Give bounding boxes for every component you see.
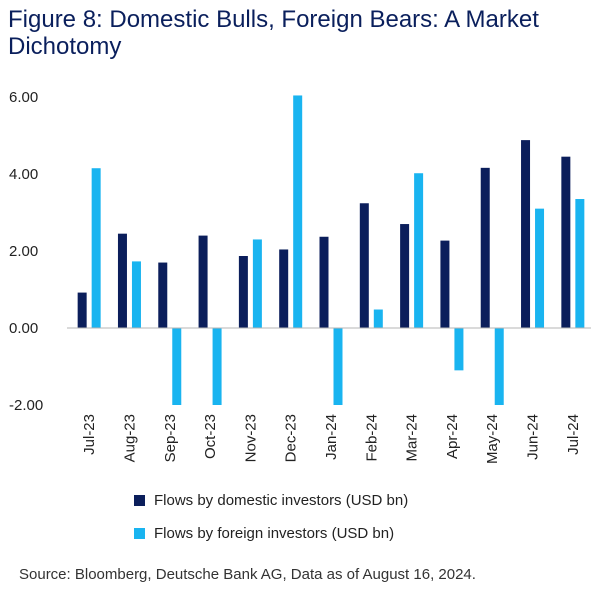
x-axis: Jul-23 Aug-23 Sep-23 Oct-23 Nov-23 Dec-23 Jan-… — [81, 414, 582, 464]
legend-swatch-foreign — [134, 528, 145, 539]
bar-domestic-feb-24 — [359, 203, 369, 328]
legend-label-foreign: Flows by foreign investors (USD bn) — [154, 525, 395, 542]
bar-domestic-may-24 — [480, 167, 490, 328]
bar-domestic-oct-23 — [198, 235, 208, 328]
x-tick-label: Jun-24 — [525, 414, 542, 460]
bar-foreign-oct-23 — [212, 328, 222, 405]
bar-foreign-jun-24 — [535, 208, 545, 328]
bar-domestic-dec-23 — [279, 249, 289, 328]
y-tick-label: 6.00 — [9, 89, 38, 106]
legend-item-domestic: Flows by domestic investors (USD bn) — [134, 492, 408, 509]
bar-foreign-sep-23 — [172, 328, 182, 405]
bar-domestic-aug-23 — [117, 233, 127, 328]
x-tick-label: Nov-23 — [242, 414, 259, 462]
bar-domestic-jul-24 — [561, 156, 571, 328]
y-tick-label: 2.00 — [9, 243, 38, 260]
bar-domestic-jul-23 — [77, 292, 87, 328]
bar-foreign-jan-24 — [333, 328, 343, 405]
x-tick-label: Mar-24 — [404, 414, 421, 462]
bar-foreign-jul-23 — [91, 168, 101, 328]
bar-foreign-apr-24 — [454, 328, 464, 371]
x-tick-label: Aug-23 — [121, 414, 138, 462]
bar-foreign-dec-23 — [293, 95, 303, 329]
bar-foreign-nov-23 — [252, 239, 262, 328]
x-tick-label: Dec-23 — [283, 414, 300, 462]
y-axis: 6.00 4.00 2.00 0.00 -2.00 — [9, 89, 43, 414]
bar-domestic-jan-24 — [319, 236, 329, 328]
x-tick-label: Feb-24 — [363, 414, 380, 462]
x-tick-label: Oct-23 — [202, 414, 219, 459]
bars-group — [77, 95, 585, 405]
x-tick-label: Jul-23 — [81, 414, 98, 455]
bar-domestic-nov-23 — [238, 256, 248, 328]
bar-foreign-feb-24 — [373, 309, 383, 328]
chart-title: Figure 8: Domestic Bulls, Foreign Bears:… — [8, 6, 539, 60]
legend-swatch-domestic — [134, 495, 145, 506]
x-tick-label: Jan-24 — [323, 414, 340, 460]
y-tick-label: -2.00 — [9, 397, 43, 414]
x-tick-label: May-24 — [484, 414, 501, 464]
bar-foreign-jul-24 — [575, 199, 585, 328]
y-tick-label: 0.00 — [9, 320, 38, 337]
bar-foreign-aug-23 — [131, 261, 141, 328]
x-tick-label: Apr-24 — [444, 414, 461, 459]
bar-domestic-sep-23 — [158, 262, 168, 328]
legend-label-domestic: Flows by domestic investors (USD bn) — [154, 492, 409, 509]
source-note: Source: Bloomberg, Deutsche Bank AG, Dat… — [19, 566, 476, 583]
y-tick-label: 4.00 — [9, 166, 38, 183]
bar-domestic-mar-24 — [400, 224, 410, 328]
bar-foreign-may-24 — [494, 328, 504, 405]
bar-foreign-mar-24 — [414, 173, 424, 328]
legend-item-foreign: Flows by foreign investors (USD bn) — [134, 525, 394, 542]
x-tick-label: Sep-23 — [162, 414, 179, 462]
bar-domestic-jun-24 — [521, 140, 531, 328]
x-tick-label: Jul-24 — [565, 414, 582, 455]
bar-domestic-apr-24 — [440, 240, 450, 328]
